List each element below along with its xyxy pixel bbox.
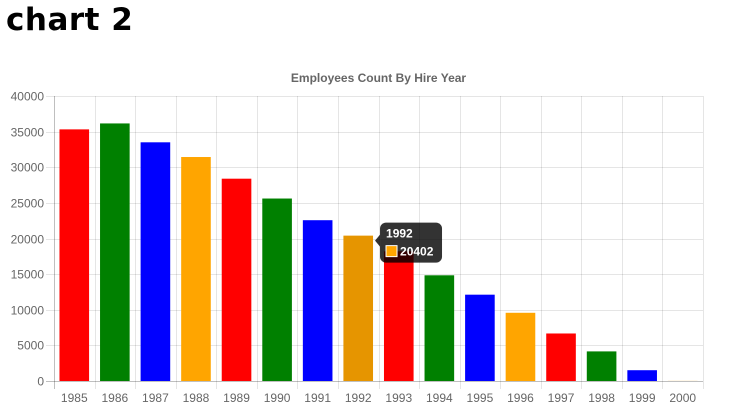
x-tick-label: 1992 bbox=[345, 391, 372, 405]
x-tick-label: 1997 bbox=[548, 391, 575, 405]
bar-1993 bbox=[383, 251, 414, 381]
x-tick-label: 1988 bbox=[183, 391, 210, 405]
y-tick-label: 25000 bbox=[11, 197, 45, 211]
tooltip: 1992 20402 bbox=[375, 222, 443, 263]
bar-1997 bbox=[546, 333, 576, 381]
x-tick-label: 1993 bbox=[385, 391, 412, 405]
bar-1992 bbox=[343, 235, 374, 381]
y-tick-label: 0 bbox=[37, 375, 44, 389]
y-tick-label: 35000 bbox=[11, 126, 45, 140]
x-tick-label: 1987 bbox=[142, 391, 169, 405]
y-tick-label: 5000 bbox=[17, 339, 44, 353]
x-tick-label: 1989 bbox=[223, 391, 250, 405]
bar-1994 bbox=[424, 275, 455, 381]
bar-1987 bbox=[140, 142, 171, 381]
y-tick-label: 30000 bbox=[11, 161, 45, 175]
chart-title: Employees Count By Hire Year bbox=[291, 71, 467, 85]
x-tick-label: 1991 bbox=[304, 391, 331, 405]
bar-1989 bbox=[221, 178, 252, 381]
bar-1986 bbox=[100, 123, 130, 382]
y-tick-label: 40000 bbox=[11, 90, 45, 104]
bars bbox=[59, 123, 698, 382]
y-axis-ticks: 0 5000 10000 15000 20000 25000 30000 35000 40000 bbox=[11, 90, 45, 389]
bar-1985 bbox=[59, 129, 90, 381]
x-tick-label: 1996 bbox=[507, 391, 534, 405]
y-tick-label: 10000 bbox=[11, 304, 45, 318]
x-tick-label: 1990 bbox=[264, 391, 291, 405]
y-tick-label: 15000 bbox=[11, 268, 45, 282]
tooltip-caret bbox=[375, 234, 381, 247]
x-tick-label: 2000 bbox=[669, 391, 696, 405]
page-heading: chart 2 bbox=[6, 2, 134, 38]
x-tick-label: 1985 bbox=[61, 391, 88, 405]
tooltip-title: 1992 bbox=[386, 227, 413, 241]
bar-1991 bbox=[302, 220, 333, 381]
x-tick-label: 1986 bbox=[101, 391, 128, 405]
bar-1990 bbox=[262, 198, 292, 381]
bar-1995 bbox=[465, 294, 495, 381]
x-tick-label: 1998 bbox=[588, 391, 615, 405]
x-tick-label: 1994 bbox=[426, 391, 453, 405]
bar-1996 bbox=[505, 312, 536, 381]
x-axis-ticks: 1985 1986 1987 1988 1989 1990 1991 1992 1993 1994… bbox=[61, 391, 696, 405]
bar-1998 bbox=[586, 351, 617, 381]
x-tick-label: 1999 bbox=[629, 391, 656, 405]
tooltip-value: 20402 bbox=[400, 245, 434, 259]
bar-1999 bbox=[627, 370, 657, 381]
tooltip-color-swatch bbox=[385, 245, 398, 258]
bar-1988 bbox=[181, 157, 211, 381]
y-tick-label: 20000 bbox=[11, 233, 45, 247]
x-tick-label: 1995 bbox=[467, 391, 494, 405]
